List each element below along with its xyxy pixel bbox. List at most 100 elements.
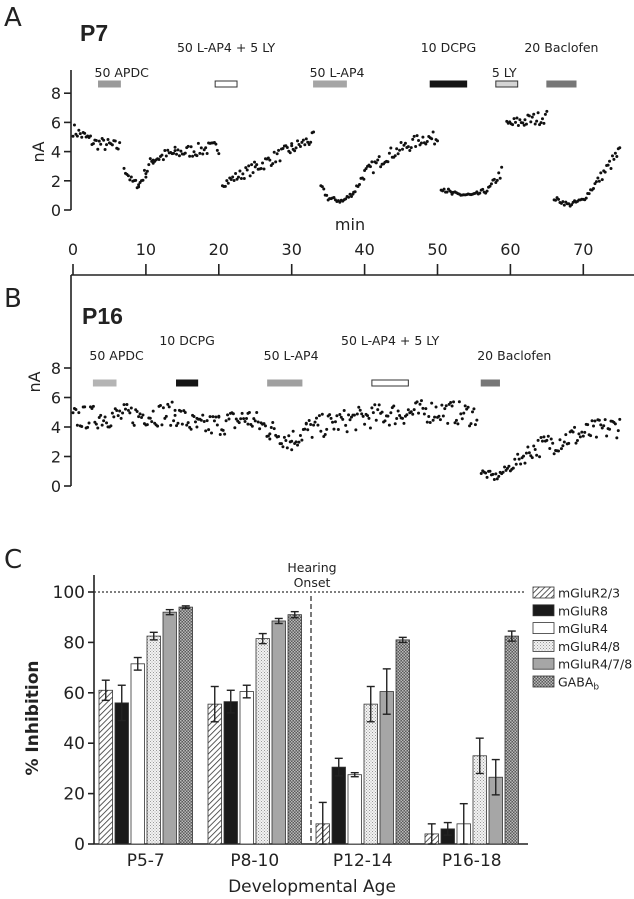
- data-point: [281, 146, 285, 150]
- data-point: [245, 168, 249, 172]
- data-point: [610, 154, 614, 158]
- panel-a-title: P7: [80, 20, 108, 46]
- data-point: [169, 423, 173, 427]
- legend-label: GABAb: [558, 675, 599, 693]
- data-point: [387, 151, 391, 155]
- data-point: [609, 166, 613, 170]
- data-point: [495, 477, 499, 481]
- data-point: [147, 163, 151, 167]
- data-point: [533, 447, 537, 451]
- data-point: [252, 417, 256, 421]
- x-tick-label: 40: [354, 240, 374, 259]
- data-point: [195, 154, 199, 158]
- y-tick-label: 60: [63, 684, 85, 704]
- data-point: [238, 169, 242, 173]
- y-tick-label: 100: [53, 583, 85, 603]
- data-point: [357, 183, 361, 187]
- data-point: [102, 419, 106, 423]
- data-point: [218, 433, 222, 437]
- drug-label: 50 APDC: [89, 348, 144, 363]
- x-tick-label: 30: [282, 240, 302, 259]
- data-point: [425, 139, 429, 143]
- data-point: [552, 452, 556, 456]
- data-point: [535, 453, 539, 457]
- data-point: [186, 421, 190, 425]
- data-point: [294, 440, 298, 444]
- data-point: [431, 418, 435, 422]
- data-point: [484, 191, 488, 195]
- data-point: [309, 422, 313, 426]
- y-tick-label: 0: [74, 835, 85, 855]
- y-tick-label: 4: [51, 143, 61, 162]
- data-point: [469, 422, 473, 426]
- data-point: [303, 143, 307, 147]
- data-point: [412, 408, 416, 412]
- data-point: [542, 121, 546, 125]
- data-point: [489, 182, 493, 186]
- data-point: [214, 142, 218, 146]
- data-point: [235, 177, 239, 181]
- legend-swatch: [532, 586, 555, 599]
- data-point: [211, 415, 215, 419]
- data-point: [116, 414, 120, 418]
- data-point: [183, 411, 187, 415]
- data-point: [110, 143, 114, 147]
- data-point: [126, 408, 130, 412]
- data-point: [261, 161, 265, 165]
- bar: [146, 635, 161, 845]
- data-point: [516, 452, 520, 456]
- data-point: [239, 177, 243, 181]
- legend-swatch: [532, 675, 555, 688]
- data-point: [223, 184, 227, 188]
- data-point: [175, 152, 179, 156]
- data-point: [193, 420, 197, 424]
- data-point: [144, 175, 148, 179]
- drug-bar: [546, 80, 577, 88]
- data-point: [204, 429, 208, 433]
- data-point: [141, 178, 145, 182]
- data-point: [498, 176, 502, 180]
- panel-a-drug-bars: 50 APDC 50 L-AP4 + 5 LY 50 L-AP4 10 DCPG 5 L…: [95, 40, 598, 88]
- data-point: [450, 404, 454, 408]
- data-point: [602, 424, 606, 428]
- legend-label: mGluR4/8: [558, 639, 620, 654]
- data-point: [355, 412, 359, 416]
- y-tick-label: 40: [63, 734, 85, 754]
- data-point: [131, 421, 135, 425]
- data-point: [561, 444, 565, 448]
- drug-bar: [176, 379, 199, 387]
- data-point: [444, 404, 448, 408]
- data-point: [478, 191, 482, 195]
- data-point: [370, 406, 374, 410]
- data-point: [103, 148, 107, 152]
- drug-bar: [480, 379, 500, 387]
- data-point: [142, 168, 146, 172]
- data-point: [322, 187, 326, 191]
- data-point: [173, 145, 177, 149]
- data-point: [304, 421, 308, 425]
- data-point: [505, 466, 509, 470]
- data-point: [99, 142, 103, 146]
- panel-b-drug-bars: 50 APDC 10 DCPG 50 L-AP4 50 L-AP4 + 5 LY 20 …: [89, 333, 551, 387]
- data-point: [524, 122, 528, 126]
- data-point: [545, 438, 549, 442]
- data-point: [373, 403, 377, 407]
- data-point: [546, 434, 550, 438]
- bar: [98, 689, 113, 845]
- data-point: [347, 195, 351, 199]
- data-point: [363, 422, 367, 426]
- data-point: [164, 414, 168, 418]
- data-point: [248, 174, 252, 178]
- data-point: [128, 411, 132, 415]
- data-point: [500, 165, 504, 169]
- data-point: [199, 418, 203, 422]
- data-point: [226, 181, 230, 185]
- drug-label: 10 DCPG: [421, 40, 476, 55]
- data-point: [543, 112, 547, 116]
- data-point: [185, 423, 189, 427]
- data-point: [176, 148, 180, 152]
- data-point: [125, 403, 129, 407]
- data-point: [242, 177, 246, 181]
- data-point: [205, 152, 209, 156]
